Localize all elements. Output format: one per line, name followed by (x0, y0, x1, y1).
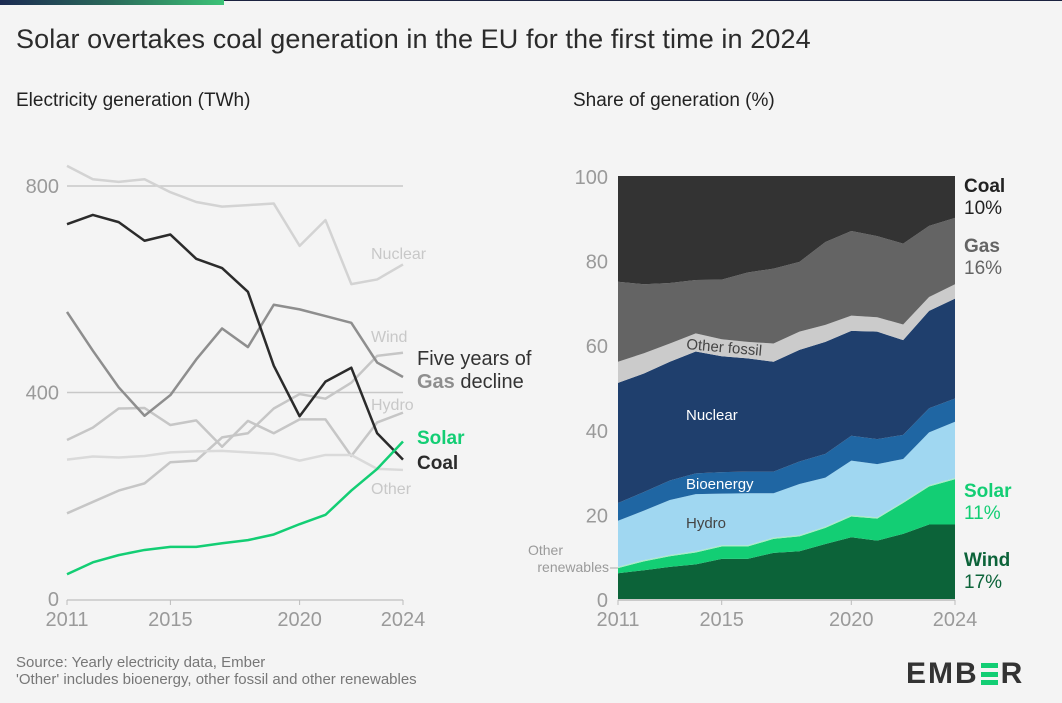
line-solar (66, 440, 404, 576)
end-label-solar: Solar (964, 481, 1012, 502)
area-label-hydro: Hydro (686, 515, 726, 532)
area-bioenergy (618, 398, 955, 521)
end-label-coal: Coal (964, 176, 1005, 197)
other-renewables-label-line2: renewables (537, 559, 609, 575)
y-tick-label: 20 (586, 505, 608, 527)
y-tick-label: 40 (586, 421, 608, 443)
top-border-line (224, 0, 1062, 1)
area-coal (618, 176, 955, 285)
y-tick-label: 80 (586, 252, 608, 274)
area-solar (618, 479, 955, 574)
area-hydro (618, 421, 955, 567)
source-note: Source: Yearly electricity data, Ember '… (16, 654, 417, 688)
area-label-nuclear: Nuclear (686, 407, 738, 424)
line-hydro (66, 406, 404, 458)
line-gas (65, 303, 404, 417)
annotation-line1: Five years of (417, 348, 532, 370)
area-label-bioenergy: Bioenergy (686, 476, 754, 493)
x-tick-label: 2020 (277, 609, 322, 631)
x-tick-label: 2015 (699, 609, 744, 631)
end-value-coal: 10% (964, 198, 1002, 219)
x-tick-label: 2020 (829, 609, 874, 631)
series-label-nuclear: Nuclear (371, 246, 427, 263)
source-line: Source: Yearly electricity data, Ember (16, 654, 266, 671)
y-tick-label: 0 (597, 590, 608, 612)
source-line: 'Other' includes bioenergy, other fossil… (16, 671, 417, 688)
logo-e-bars (980, 663, 998, 685)
annotation-rest: decline (455, 371, 524, 393)
series-label-other: Other (371, 481, 412, 498)
end-value-gas: 16% (964, 258, 1002, 279)
line-nuclear (66, 164, 404, 286)
end-value-solar: 11% (964, 503, 1001, 524)
y-tick-label: 60 (586, 336, 608, 358)
x-tick-label: 2011 (45, 609, 88, 631)
line-coal (66, 213, 404, 461)
page-title: Solar overtakes coal generation in the E… (16, 24, 811, 54)
annotation-gas-word: Gas (417, 371, 455, 393)
series-label-hydro: Hydro (371, 397, 414, 414)
area-label-other-fossil: Other fossil (686, 336, 763, 360)
annotation-line2: Gas decline (417, 371, 524, 393)
area-other-fossil (618, 284, 955, 383)
logo-text-left: EMB (906, 657, 979, 690)
right-chart-title: Share of generation (%) (573, 90, 775, 111)
y-tick-label: 400 (26, 383, 59, 405)
area-gas (618, 217, 955, 362)
end-label-gas: Gas (964, 236, 1000, 257)
line-other (66, 449, 404, 472)
x-tick-label: 2011 (596, 609, 639, 631)
x-tick-label: 2015 (148, 609, 193, 631)
end-label-wind: Wind (964, 550, 1010, 571)
area-wind (618, 524, 955, 599)
logo-text-right: R (1000, 657, 1025, 690)
left-chart-title: Electricity generation (TWh) (16, 90, 251, 111)
series-label-wind: Wind (371, 329, 407, 346)
area-other-renewables (618, 478, 955, 569)
ember-logo: EMB R (906, 657, 1024, 691)
y-tick-label: 100 (575, 167, 608, 189)
series-label-coal: Coal (417, 453, 458, 474)
series-label-solar: Solar (417, 428, 465, 449)
x-tick-label: 2024 (933, 609, 978, 631)
y-tick-label: 0 (48, 589, 59, 611)
other-renewables-label-line1: Other (528, 542, 563, 558)
top-accent-bar (0, 0, 224, 5)
end-value-wind: 17% (964, 572, 1002, 593)
area-nuclear (618, 298, 955, 503)
x-tick-label: 2024 (381, 609, 426, 631)
y-tick-label: 800 (26, 176, 59, 198)
